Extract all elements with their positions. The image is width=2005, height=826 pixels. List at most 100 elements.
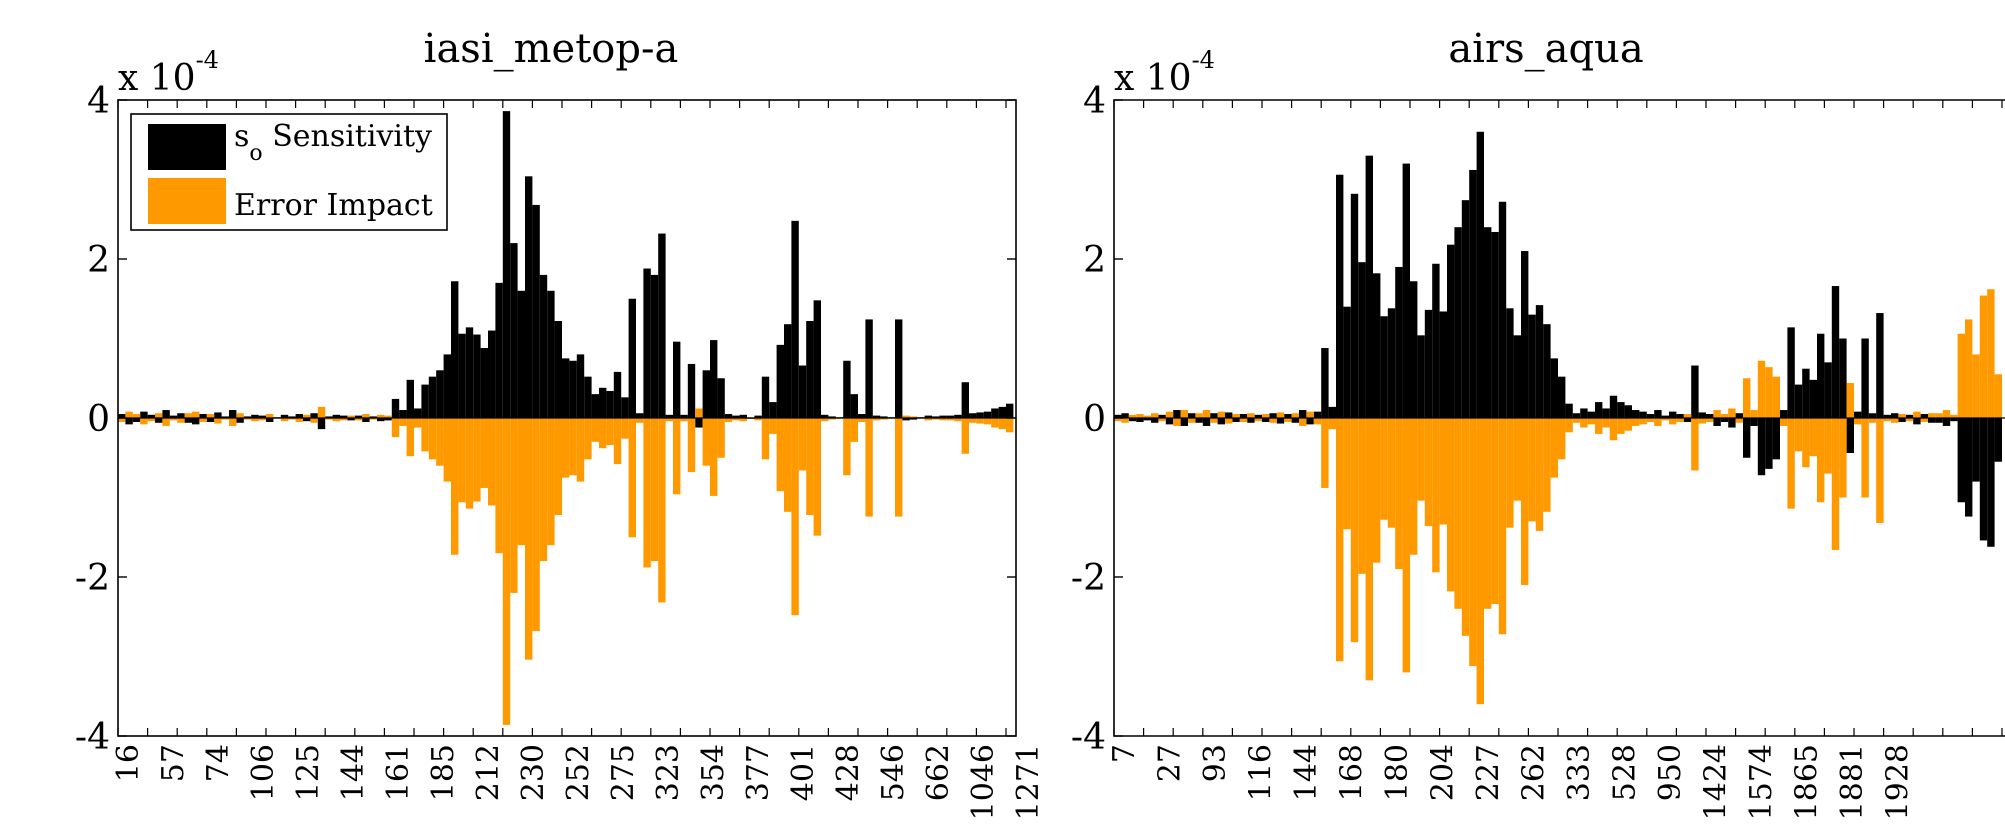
error-impact-bar	[1780, 418, 1788, 426]
sensitivity-bar	[1165, 418, 1174, 425]
sensitivity-bar	[1395, 266, 1403, 418]
sensitivity-bar	[1572, 413, 1581, 418]
error-impact-bar	[613, 418, 622, 465]
sensitivity-bar	[1402, 163, 1410, 418]
sensitivity-bar	[354, 415, 363, 418]
legend-label-sensitivity: so Sensitivity	[234, 119, 432, 166]
sensitivity-bar	[969, 413, 977, 418]
sensitivity-bar	[1350, 193, 1359, 418]
sensitivity-bar	[1469, 169, 1477, 418]
error-impact-bar	[251, 418, 259, 422]
sensitivity-bar	[1262, 418, 1270, 422]
sensitivity-bar	[502, 111, 511, 418]
error-impact-bar	[754, 418, 762, 421]
error-impact-bar	[1854, 418, 1862, 425]
sensitivity-bar	[369, 416, 377, 418]
error-impact-bar	[1299, 418, 1307, 426]
error-impact-bar	[266, 414, 274, 418]
x-tick-label: 1271	[1011, 744, 1046, 820]
sensitivity-bar	[806, 321, 814, 418]
sensitivity-bar	[258, 415, 266, 418]
sensitivity-bar	[1669, 411, 1677, 418]
sensitivity-bar	[199, 414, 207, 418]
error-impact-bar	[1343, 418, 1351, 530]
sensitivity-bar	[1831, 286, 1840, 418]
error-impact-bar	[1565, 418, 1573, 433]
sensitivity-bar	[821, 414, 829, 418]
error-impact-bar	[1247, 413, 1255, 418]
error-impact-bar	[1402, 418, 1410, 673]
sensitivity-bar	[206, 418, 215, 422]
error-impact-bar	[199, 418, 207, 422]
error-impact-bar	[1195, 413, 1203, 418]
sensitivity-bar	[1454, 227, 1462, 418]
sensitivity-bar	[1291, 418, 1299, 423]
y-tick-label: 2	[1083, 240, 1106, 281]
sensitivity-bar	[909, 418, 918, 420]
sensitivity-bar	[895, 319, 903, 418]
error-impact-bar	[1587, 418, 1595, 425]
sensitivity-bar	[1698, 412, 1706, 418]
sensitivity-bar	[325, 416, 333, 418]
error-impact-bar	[1188, 418, 1196, 423]
sensitivity-bar	[1299, 410, 1307, 418]
sensitivity-bar	[458, 333, 466, 418]
error-impact-bar	[1210, 418, 1218, 423]
x-tick-label: 252	[561, 744, 596, 801]
x-tick-label: 1574	[1744, 744, 1779, 820]
legend: so Sensitivity Error Impact	[130, 113, 448, 231]
x-tick-label: 1865	[1790, 744, 1825, 820]
error-impact-bar	[1328, 418, 1336, 430]
error-impact-bar	[732, 418, 740, 421]
sensitivity-bar	[1158, 414, 1166, 418]
error-impact-bar	[872, 418, 881, 421]
error-impact-bar	[843, 418, 851, 476]
error-impact-bar	[621, 418, 629, 439]
sensitivity-bar	[1839, 338, 1847, 418]
sensitivity-bar	[1550, 358, 1558, 419]
error-impact-bar	[1706, 418, 1714, 422]
y-multiplier-exponent: -4	[196, 46, 219, 74]
sensitivity-bar	[391, 398, 400, 418]
error-impact-bar	[1365, 418, 1373, 681]
sensitivity-bar	[147, 414, 155, 418]
error-impact-bar	[317, 406, 326, 418]
error-impact-bar	[1291, 413, 1299, 418]
x-axis-ticks: 7 27 93 116 144 168 180 204 227 262 333 528 950 1424 1…	[1107, 100, 2003, 820]
error-impact-bar	[280, 418, 289, 422]
error-impact-bar	[369, 418, 377, 420]
error-impact-bar	[576, 418, 585, 482]
error-impact-bar	[1276, 412, 1285, 418]
error-impact-bar	[421, 418, 429, 452]
y-tick-label: -2	[1071, 558, 1106, 599]
sensitivity-bar	[295, 414, 303, 418]
sensitivity-bar	[1691, 365, 1699, 418]
sensitivity-bar	[946, 415, 955, 418]
sensitivity-bar	[1484, 227, 1492, 418]
sensitivity-bar	[761, 376, 770, 418]
error-impact-bar	[1861, 418, 1869, 498]
error-impact-bar	[591, 418, 599, 442]
x-tick-label: 180	[1380, 744, 1415, 801]
error-impact-bar	[599, 418, 607, 449]
sensitivity-bar	[961, 382, 969, 418]
sensitivity-bar	[221, 416, 229, 418]
error-impact-bar	[791, 418, 799, 616]
sensitivity-bar	[1632, 410, 1640, 418]
error-impact-bar	[384, 415, 392, 418]
error-impact-bar	[1787, 418, 1795, 509]
sensitivity-bar	[554, 321, 562, 418]
error-impact-bar	[1373, 418, 1381, 563]
error-impact-bar	[517, 418, 525, 546]
sensitivity-bar	[858, 414, 866, 418]
error-impact-bar	[221, 418, 229, 420]
sensitivity-bar	[717, 378, 725, 418]
error-impact-bar	[1528, 418, 1536, 522]
x-tick-label: 275	[606, 744, 641, 801]
error-impact-bar	[1262, 414, 1270, 418]
sensitivity-bar	[1787, 327, 1795, 418]
sensitivity-bar	[251, 414, 259, 418]
sensitivity-bar	[939, 415, 947, 418]
error-impact-bar	[1905, 418, 1914, 422]
